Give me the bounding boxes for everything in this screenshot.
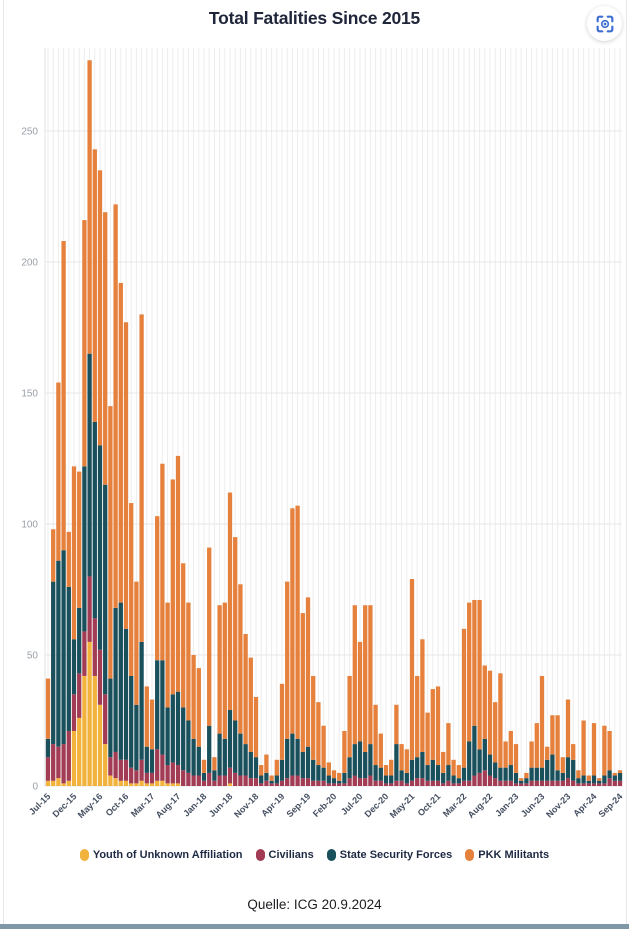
svg-text:0: 0	[32, 782, 38, 793]
youth-legend-label: Youth of Unknown Affiliation	[92, 849, 243, 861]
legend-item-security-forces[interactable]: State Security Forces	[326, 849, 453, 861]
svg-text:Jul-20: Jul-20	[339, 791, 364, 816]
svg-text:50: 50	[27, 651, 39, 662]
source-caption: Quelle: ICG 20.9.2024	[247, 897, 382, 912]
focus-scan-icon	[594, 13, 616, 35]
svg-text:Mar-22: Mar-22	[441, 791, 469, 819]
civilians-legend-marker	[255, 849, 265, 861]
svg-text:150: 150	[21, 389, 38, 400]
svg-text:Aug-17: Aug-17	[154, 791, 183, 820]
svg-text:Dec-15: Dec-15	[50, 791, 78, 819]
svg-text:Dec-20: Dec-20	[362, 791, 390, 819]
svg-text:Sep-19: Sep-19	[284, 791, 312, 819]
svg-text:May-16: May-16	[76, 791, 105, 820]
pkk-legend-label: PKK Militants	[478, 849, 550, 861]
svg-text:Nov-18: Nov-18	[232, 791, 260, 819]
svg-text:Apr-19: Apr-19	[259, 791, 286, 818]
svg-text:Nov-23: Nov-23	[544, 791, 572, 819]
svg-text:Jul-15: Jul-15	[27, 791, 52, 816]
legend-item-civilians[interactable]: Civilians	[255, 849, 314, 861]
svg-text:200: 200	[21, 258, 38, 269]
pkk-legend-marker	[465, 849, 475, 861]
civilians-legend-label: Civilians	[268, 849, 314, 861]
focus-button[interactable]	[587, 6, 622, 41]
svg-text:Oct-21: Oct-21	[416, 791, 443, 818]
svg-text:Feb-20: Feb-20	[311, 791, 339, 819]
bottom-accent-bar	[0, 924, 629, 929]
svg-text:Jun-23: Jun-23	[519, 791, 547, 819]
svg-text:Mar-17: Mar-17	[129, 791, 157, 819]
legend-item-youth[interactable]: Youth of Unknown Affiliation	[79, 849, 243, 861]
svg-text:Apr-24: Apr-24	[571, 791, 598, 818]
chart-title: Total Fatalities Since 2015	[208, 8, 421, 28]
svg-text:Jan-23: Jan-23	[493, 791, 520, 818]
svg-text:Jun-18: Jun-18	[207, 791, 235, 819]
youth-legend-marker	[79, 849, 89, 861]
svg-text:May-21: May-21	[388, 791, 417, 820]
chart-legend: Youth of Unknown Affiliation Civilians S…	[0, 849, 629, 861]
svg-text:Jan-18: Jan-18	[181, 791, 208, 818]
svg-text:250: 250	[21, 127, 38, 138]
svg-text:Sep-24: Sep-24	[596, 791, 624, 819]
svg-text:Aug-22: Aug-22	[466, 791, 495, 820]
svg-text:100: 100	[21, 520, 38, 531]
svg-text:Oct-16: Oct-16	[104, 791, 131, 818]
security-forces-legend-marker	[326, 849, 336, 861]
security-forces-legend-label: State Security Forces	[339, 849, 453, 861]
legend-item-pkk[interactable]: PKK Militants	[465, 849, 549, 861]
